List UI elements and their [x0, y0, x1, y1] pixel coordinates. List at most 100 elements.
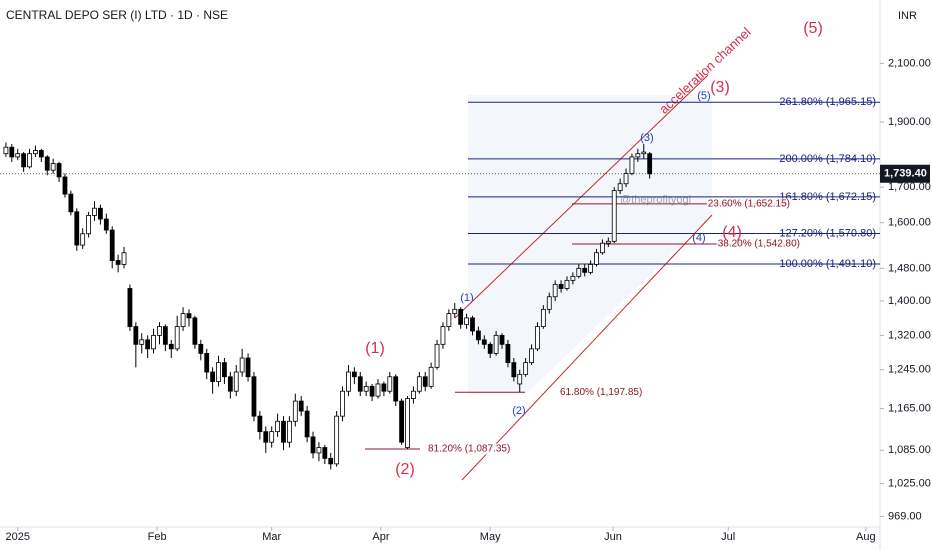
candle-body: [635, 153, 641, 158]
wave-label: (1): [365, 340, 385, 357]
candle-body: [109, 229, 115, 261]
candle-body: [535, 326, 540, 350]
wave-label: (5): [803, 20, 823, 37]
chart-title: CENTRAL DEPO SER (I) LTD · 1D · NSE: [6, 8, 228, 22]
candle-body: [304, 410, 310, 438]
candle-body: [529, 348, 534, 364]
candle-body: [393, 376, 399, 402]
candle-body: [316, 447, 322, 454]
candle-body: [434, 343, 440, 368]
fib-label-bg: [427, 443, 512, 455]
candle-body: [369, 385, 375, 397]
candle-body: [647, 153, 653, 175]
candle-body: [145, 339, 151, 350]
candle-body: [428, 366, 434, 387]
candle-body: [151, 334, 156, 350]
candle-body: [239, 357, 245, 373]
y-tick-label: 1,025.00: [888, 477, 931, 489]
candle-body: [92, 207, 97, 216]
fib-label: 127.20% (1,570.80): [779, 227, 876, 239]
last-price-label: 1,739.40: [884, 168, 927, 180]
fib-label: 81.20% (1,087.35): [428, 444, 510, 455]
y-tick-label: 1,245.00: [888, 364, 931, 376]
candle-body: [576, 267, 582, 277]
y-tick-label: 1,320.00: [888, 329, 931, 341]
candle-body: [499, 334, 505, 345]
candle-body: [216, 362, 221, 382]
candle-body: [98, 207, 103, 220]
channel-lower: [461, 214, 713, 481]
candle-body: [80, 233, 86, 246]
candle-body: [180, 313, 186, 327]
candle-body: [517, 373, 523, 385]
candle-body: [617, 183, 623, 192]
candle-body: [582, 267, 588, 273]
candle-body: [103, 218, 109, 231]
candle-body: [405, 398, 410, 448]
candle-body: [157, 326, 162, 336]
currency: INR: [898, 10, 917, 22]
candle-body: [15, 153, 21, 158]
candle-body: [127, 288, 133, 327]
candle-body: [564, 279, 570, 289]
y-tick-label: 1,900.00: [888, 116, 931, 128]
candle-body: [74, 211, 80, 246]
wave-label: (4): [722, 224, 742, 241]
fib-label: 161.80% (1,672.15): [779, 191, 876, 203]
candle-body: [346, 371, 351, 392]
candle-body: [281, 420, 286, 443]
x-tick-label: Jul: [721, 531, 735, 543]
candle-body: [3, 146, 9, 155]
candle-body: [86, 215, 91, 235]
fib-label: 261.80% (1,965.15): [779, 96, 876, 108]
candle-body: [27, 153, 32, 168]
candle-body: [121, 252, 127, 265]
y-tick-label: 969.00: [888, 510, 922, 522]
candle-body: [387, 376, 393, 392]
fib-label: 38.20% (1,542.80): [718, 239, 800, 250]
candle-body: [68, 193, 74, 213]
candle-body: [21, 153, 27, 168]
candle-body: [446, 313, 452, 327]
x-tick-label: Aug: [856, 531, 876, 543]
candle-body: [416, 376, 422, 392]
candle-body: [210, 371, 216, 382]
candle-body: [174, 326, 180, 350]
candle-body: [505, 343, 511, 364]
candle-body: [227, 376, 233, 392]
candle-body: [411, 390, 416, 399]
candle-body: [558, 284, 564, 289]
candle-body: [328, 457, 334, 465]
y-tick-label: 1,600.00: [888, 217, 931, 229]
candle-body: [162, 326, 168, 345]
y-tick-label: 2,100.00: [888, 57, 931, 69]
candle-body: [594, 252, 599, 265]
candle-body: [257, 415, 263, 433]
candle-body: [233, 371, 239, 392]
candle-body: [322, 447, 328, 459]
candle-body: [440, 326, 446, 345]
candle-body: [375, 383, 381, 397]
candle-body: [540, 308, 546, 327]
candle-body: [511, 362, 517, 378]
x-tick-label: 2025: [5, 531, 29, 543]
x-tick-label: May: [480, 531, 501, 543]
candle-body: [198, 343, 204, 354]
wave-label: (3): [710, 79, 730, 96]
wave-label: (2): [512, 405, 525, 417]
candle-body: [363, 385, 369, 392]
candle-body: [422, 376, 428, 387]
candle-body: [570, 275, 576, 281]
candle-body: [399, 400, 405, 443]
candle-body: [546, 296, 552, 310]
fib-label-bg: [706, 198, 791, 210]
wave-label: (1): [460, 292, 473, 304]
candle-body: [286, 420, 292, 443]
candle-body: [204, 353, 210, 373]
candle-body: [623, 173, 629, 185]
candle-body: [357, 376, 363, 392]
candle-body: [340, 390, 345, 417]
candle-body: [588, 264, 594, 273]
candle-body: [33, 150, 38, 155]
